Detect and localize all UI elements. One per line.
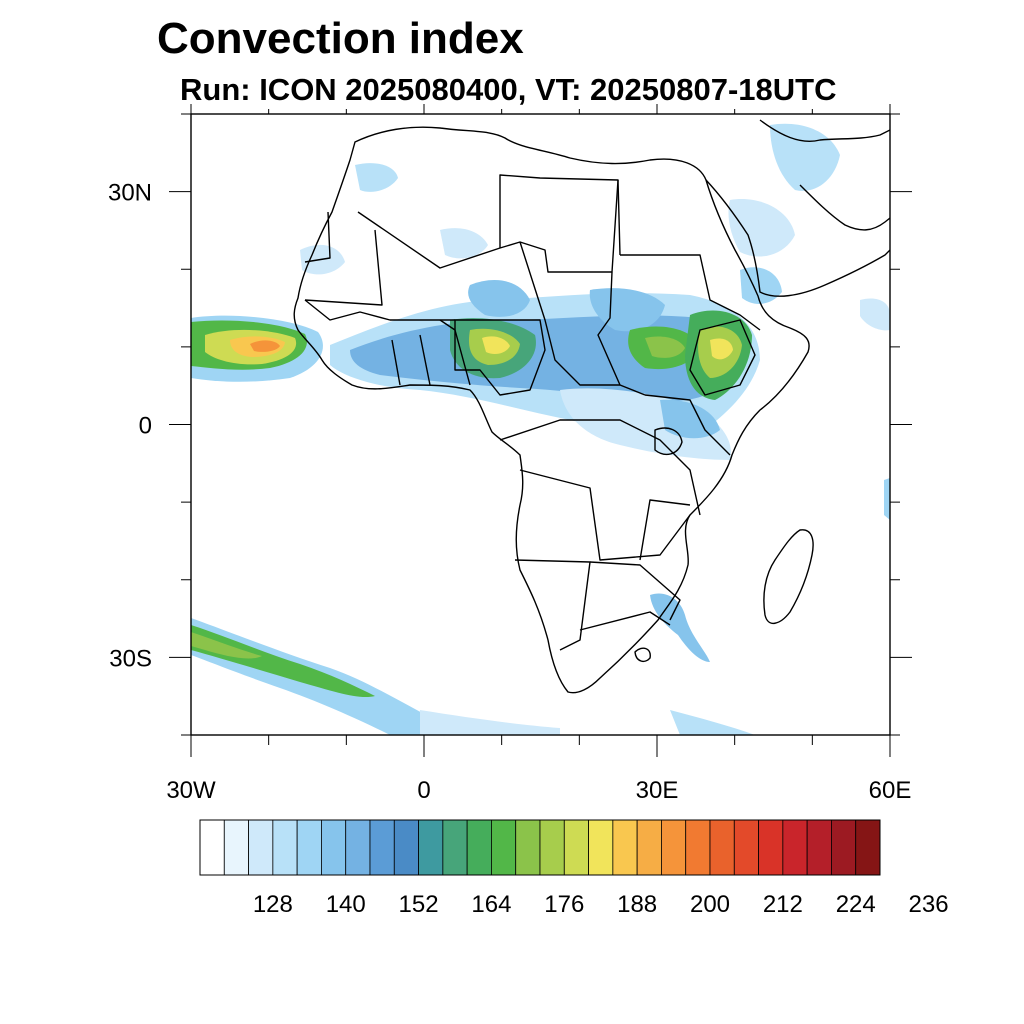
convection-area [860,298,890,331]
colorbar-swatch [491,819,517,876]
colorbar-swatch [563,819,589,876]
colorbar-label: 164 [471,891,511,918]
country-border [514,559,591,651]
colorbar: 128 140 152 164 176 188 200 212 224 236 [199,819,949,918]
x-tick-label: 30W [166,777,216,804]
x-tick-label: 0 [417,777,430,804]
madagascar-coastline [763,529,814,624]
colorbar-label: 128 [253,891,293,918]
country-border [304,211,331,263]
colorbar-label: 152 [399,891,439,918]
africa-coastline [293,126,810,694]
country-border [439,319,471,386]
convection-area [440,228,488,259]
convection-area [191,625,375,698]
country-border [499,174,621,256]
convection-area [740,267,782,304]
plot-frame [190,113,891,736]
colorbar-swatch [636,819,662,876]
country-border [597,271,646,396]
lesotho [634,647,651,663]
colorbar-swatch [588,819,614,876]
convection-area [770,123,840,191]
colorbar-swatch [709,819,735,876]
convection-field [191,123,890,735]
colorbar-swatch [661,819,687,876]
colorbar-swatch [855,819,881,876]
colorbar-label: 188 [617,891,657,918]
chart-title: Convection index [157,14,524,63]
country-border [519,469,691,561]
convection-area [670,710,755,735]
colorbar-swatch [466,819,492,876]
colorbar-label: 236 [909,891,949,918]
y-tick-label: 30S [109,645,152,672]
country-border [357,179,619,273]
country-border [620,254,761,331]
colorbar-label: 140 [326,891,366,918]
colorbar-swatch [806,819,832,876]
colorbar-swatch [393,819,419,876]
chart-subtitle: Run: ICON 2025080400, VT: 20250807-18UTC [180,72,837,107]
convection-area [884,478,890,520]
colorbar-frame [199,819,881,876]
country-border [639,499,691,561]
y-tick-label: 30N [108,180,152,207]
country-border [644,394,731,456]
country-border [391,339,401,386]
coastlines-and-borders [293,119,890,694]
colorbar-label: 200 [690,891,730,918]
convection-area [650,593,710,662]
convection-area [250,340,280,352]
colorbar-label: 212 [763,891,803,918]
country-border [419,334,431,386]
country-border [304,299,455,321]
arabia-coastline [705,179,890,297]
colorbar-swatch [418,819,444,876]
colorbar-swatch [321,819,347,876]
colorbar-swatch [345,819,371,876]
colorbar-swatch [733,819,759,876]
colorbar-swatch [248,819,274,876]
country-border [499,419,701,516]
country-border [589,561,681,621]
y-tick-label: 0 [139,413,152,440]
colorbar-swatch [369,819,395,876]
convection-area [355,163,398,192]
colorbar-swatch [782,819,808,876]
convection-area [468,280,530,317]
convection-area [728,199,795,257]
colorbar-label: 224 [836,891,876,918]
convection-area [191,632,262,659]
colorbar-swatch [442,819,468,876]
convection-area [710,338,733,360]
colorbar-label: 176 [544,891,584,918]
colorbar-swatch [831,819,857,876]
convection-area [482,336,510,354]
colorbar-swatch [223,819,249,876]
colorbar-swatch [296,819,322,876]
colorbar-swatch [539,819,565,876]
mediterranean-north [759,119,890,142]
colorbar-swatch [272,819,298,876]
colorbar-swatch [685,819,711,876]
colorbar-swatch [199,819,225,876]
convection-area [420,710,560,735]
country-border [454,319,546,396]
country-border [579,611,671,631]
colorbar-swatch [758,819,784,876]
x-tick-label: 30E [636,777,679,804]
persian-gulf-coastline [799,184,890,231]
convection-area [645,336,685,358]
country-border [519,241,620,386]
map-axes: 30W 0 30E 60E 30N 0 30S [108,104,912,804]
country-border [689,319,756,396]
colorbar-swatch [612,819,638,876]
x-tick-label: 60E [869,777,912,804]
lake-victoria [654,427,683,456]
colorbar-swatch [515,819,541,876]
country-border [304,229,383,306]
